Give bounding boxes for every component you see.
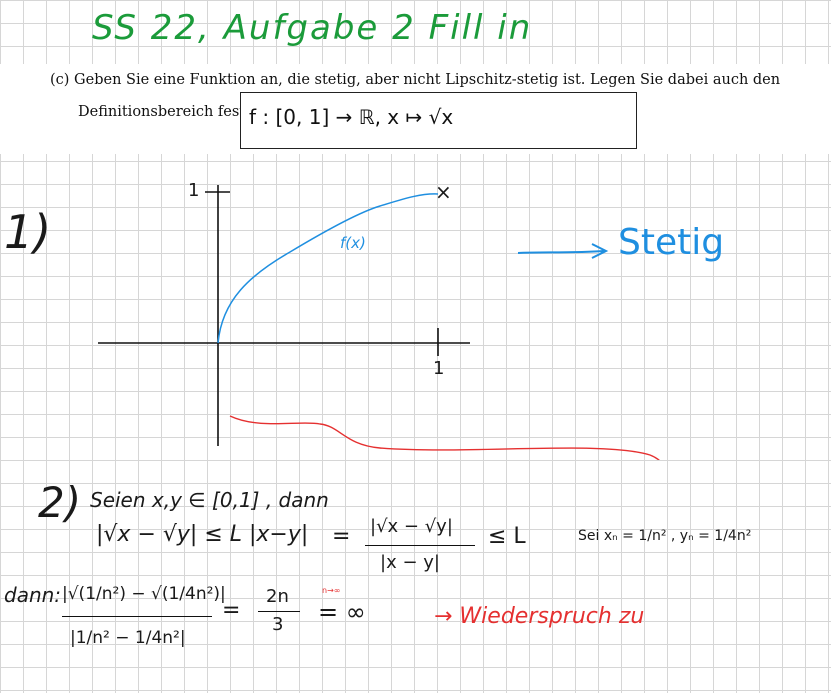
ratio-numerator: |√x − √y| [370,516,453,537]
curve-end-mark: × [435,180,452,204]
answer-text: f : [0, 1] → ℝ, x ↦ √x [249,105,454,129]
task-line-2: Definitionsbereich fest. [78,104,250,120]
big-fraction-bar [62,616,212,617]
leq-L: ≤ L [488,524,526,549]
part-2-number: 2) [38,478,82,527]
task-line-1: (c) Geben Sie eine Funktion an, die stet… [50,72,781,88]
result-numerator: 2n [266,586,289,607]
lipschitz-inequality: |√x − √y| ≤ L |x−y| [96,522,309,547]
conclusion-arrow [517,243,609,259]
ratio-fraction-bar [365,545,475,546]
x-tick-label: 1 [433,358,445,379]
big-fraction-denominator: |1/n² − 1/4n²| [70,628,186,648]
sqrt-curve [217,193,439,344]
y-tick-label: 1 [188,180,200,201]
curve-label: f(x) [340,234,366,252]
equals-sign-1: = [332,524,351,549]
conclusion-stetig: Stetig [618,222,725,263]
result-fraction-bar [258,611,300,612]
dann-label: dann: [4,583,62,607]
answer-box: f : [0, 1] → ℝ, x ↦ √x [240,92,637,149]
limit-label: n→∞ [322,586,341,595]
big-fraction-numerator: |√(1/n²) − √(1/4n²)| [62,584,226,604]
proof-intro: Seien x,y ∈ [0,1] , dann [90,488,329,512]
page-title: SS 22, Aufgabe 2 Fill in [92,8,533,48]
sequences-definition: Sei xₙ = 1/n² , yₙ = 1/4n² [578,528,752,544]
task-statement: (c) Geben Sie eine Funktion an, die stet… [0,64,831,154]
equals-sign-2: = [222,598,241,623]
result-denominator: 3 [272,614,284,635]
red-connector [229,415,660,460]
infinity-result: = ∞ [318,598,366,626]
sqrt-graph [98,185,660,460]
ratio-denominator: |x − y| [380,552,440,573]
part-1-number: 1) [4,205,52,259]
contradiction-note: → Wiederspruch zu [434,604,645,629]
